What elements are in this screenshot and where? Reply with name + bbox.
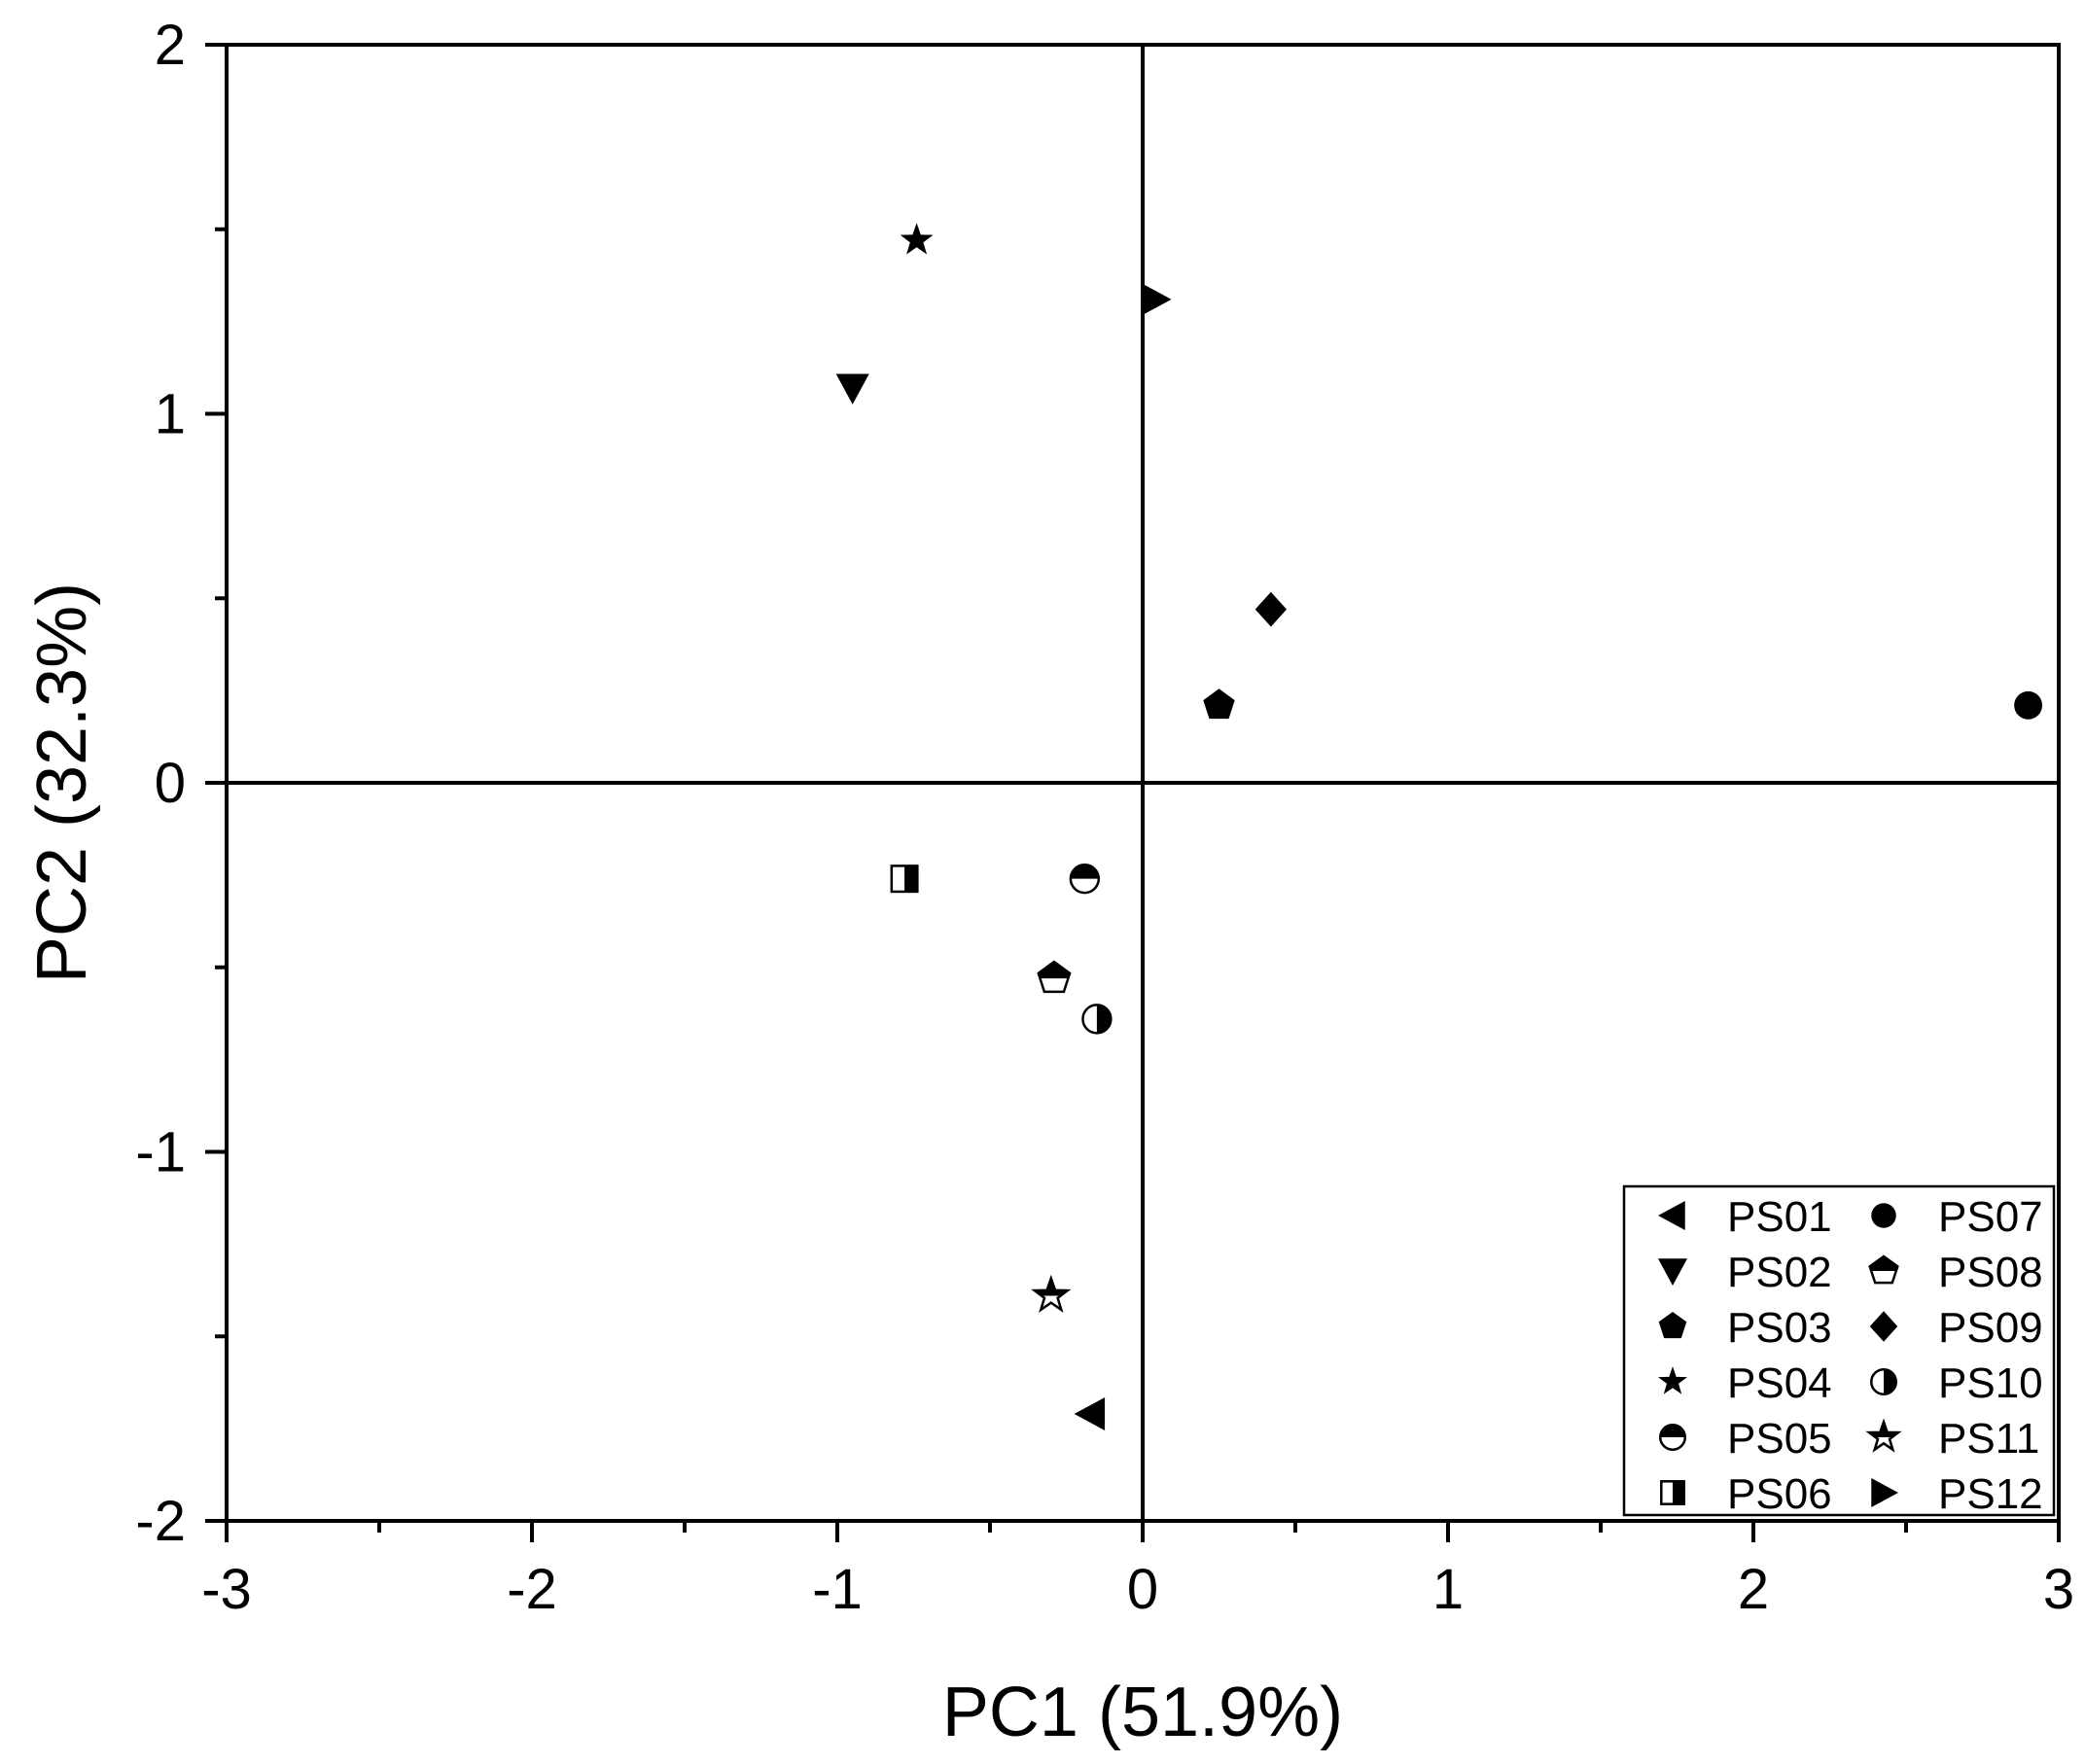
point-ps09 xyxy=(1255,591,1288,627)
y-tick-label: -1 xyxy=(135,1121,186,1184)
x-tick-label: 0 xyxy=(1127,1558,1158,1621)
legend-label: PS09 xyxy=(1938,1304,2043,1352)
y-axis-ticks: -2 -1 0 1 2 xyxy=(135,14,227,1553)
y-tick-label: -2 xyxy=(135,1490,186,1553)
legend-entry-ps05: PS05 xyxy=(1659,1415,1832,1463)
legend-label: PS03 xyxy=(1727,1304,1832,1352)
legend-marker xyxy=(1871,1478,1898,1507)
legend-label: PS05 xyxy=(1727,1415,1832,1463)
legend-marker xyxy=(1659,1424,1686,1451)
legend-marker xyxy=(1658,1258,1687,1286)
legend-label: PS10 xyxy=(1938,1359,2043,1407)
legend-marker xyxy=(1658,1201,1685,1230)
point-ps11 xyxy=(1031,1274,1072,1313)
legend-label: PS06 xyxy=(1727,1470,1832,1518)
point-ps10 xyxy=(1081,1004,1113,1035)
x-axis-title: PC1 (51.9%) xyxy=(942,1674,1343,1751)
point-ps12 xyxy=(1141,282,1172,316)
legend-label: PS11 xyxy=(1938,1415,2039,1463)
y-tick-label: 2 xyxy=(155,14,186,77)
legend-entry-ps06: PS06 xyxy=(1660,1470,1832,1518)
legend-entry-ps03: PS03 xyxy=(1658,1304,1832,1352)
legend-entry-ps10: PS10 xyxy=(1870,1359,2043,1407)
legend-label: PS04 xyxy=(1727,1359,1832,1407)
legend-entry-ps12: PS12 xyxy=(1871,1470,2043,1518)
point-ps04 xyxy=(900,223,934,255)
point-ps01 xyxy=(1074,1396,1106,1430)
legend-marker xyxy=(1871,1203,1896,1228)
legend-entry-ps02: PS02 xyxy=(1658,1249,1832,1296)
legend-label: PS08 xyxy=(1938,1249,2043,1296)
legend-marker xyxy=(1869,1311,1898,1342)
legend-entry-ps07: PS07 xyxy=(1871,1193,2043,1241)
legend-marker xyxy=(1658,1366,1687,1394)
legend-label: PS01 xyxy=(1727,1193,1832,1241)
x-tick-label: -1 xyxy=(812,1558,863,1621)
legend: PS01 PS02 PS03 PS04 PS05 PS06 PS07 PS08 PS09 PS10… xyxy=(1622,1184,2056,1518)
x-axis-ticks: -3 -2 -1 0 1 2 3 xyxy=(201,1521,2074,1621)
y-tick-label: 1 xyxy=(155,383,186,446)
point-ps05 xyxy=(1069,863,1101,895)
legend-marker xyxy=(1658,1312,1687,1339)
data-points xyxy=(835,223,2043,1430)
legend-marker xyxy=(1870,1368,1897,1395)
x-tick-label: -3 xyxy=(201,1558,252,1621)
point-ps08 xyxy=(1037,960,1072,994)
legend-entry-ps04: PS04 xyxy=(1658,1359,1832,1407)
point-ps06 xyxy=(890,864,919,894)
legend-label: PS07 xyxy=(1938,1193,2043,1241)
x-tick-label: -2 xyxy=(507,1558,557,1621)
x-tick-label: 3 xyxy=(2043,1558,2074,1621)
y-tick-label: 0 xyxy=(155,752,186,815)
legend-label: PS02 xyxy=(1727,1249,1832,1296)
x-tick-label: 2 xyxy=(1738,1558,1769,1621)
legend-entry-ps01: PS01 xyxy=(1658,1193,1832,1241)
legend-entry-ps09: PS09 xyxy=(1869,1304,2043,1352)
legend-marker xyxy=(1868,1254,1899,1285)
point-ps07 xyxy=(2014,690,2043,720)
y-axis-title: PC2 (32.3%) xyxy=(23,582,101,983)
point-ps03 xyxy=(1203,688,1235,720)
legend-marker xyxy=(1865,1418,1902,1453)
legend-entry-ps11: PS11 xyxy=(1865,1415,2039,1463)
legend-box xyxy=(1622,1184,2056,1517)
point-ps02 xyxy=(835,373,869,405)
legend-label: PS12 xyxy=(1938,1470,2043,1518)
x-tick-label: 1 xyxy=(1432,1558,1464,1621)
legend-entry-ps08: PS08 xyxy=(1868,1249,2043,1296)
legend-marker xyxy=(1660,1480,1685,1505)
